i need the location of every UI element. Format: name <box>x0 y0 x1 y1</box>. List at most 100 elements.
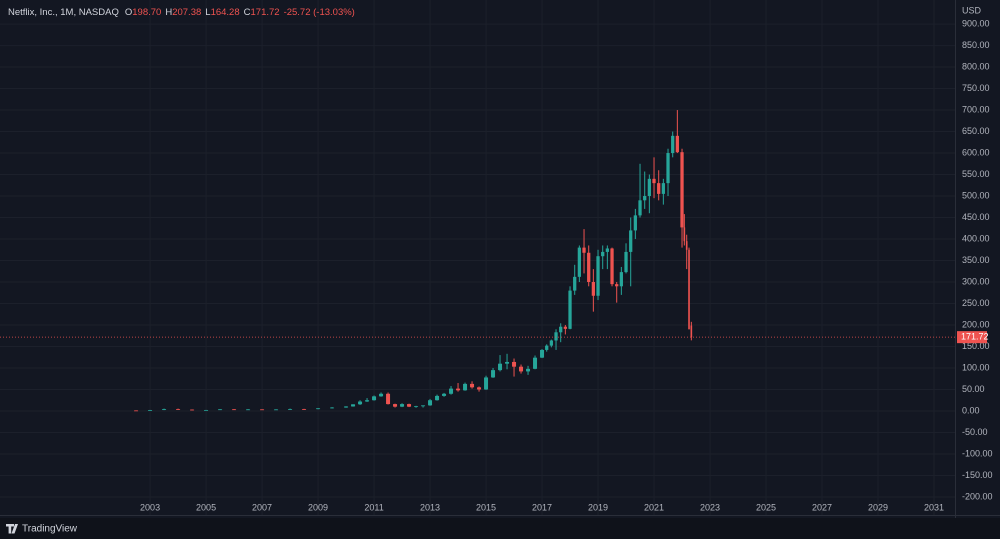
x-tick-label: 2019 <box>588 502 608 512</box>
candle-body <box>274 409 279 411</box>
y-tick-label: 450.00 <box>962 212 990 222</box>
x-tick-label: 2027 <box>812 502 832 512</box>
candle-body <box>393 404 398 407</box>
candle-body <box>619 272 623 287</box>
candle-body <box>246 409 251 411</box>
ohlc-value: 164.28 <box>211 7 240 18</box>
y-tick-label: 500.00 <box>962 190 990 200</box>
ohlc-label: O <box>125 7 132 18</box>
y-tick-label: -200.00 <box>962 491 993 501</box>
x-tick-label: 2009 <box>308 502 328 512</box>
candle-body <box>379 393 384 397</box>
x-tick-label: 2011 <box>364 502 383 512</box>
y-tick-label: 50.00 <box>962 384 985 394</box>
y-tick-label: 400.00 <box>962 233 990 243</box>
candle-body <box>449 388 454 394</box>
candle-body <box>414 406 419 408</box>
x-tick-label: 2005 <box>196 502 216 512</box>
candle-body <box>647 178 651 197</box>
x-tick-label: 2003 <box>140 502 160 512</box>
candle-body <box>554 332 558 341</box>
candle-body <box>643 196 647 201</box>
candle-body <box>232 409 237 411</box>
candle-body <box>484 377 489 390</box>
candle-body <box>596 256 600 296</box>
candle-body <box>190 409 195 411</box>
last-price-tag <box>957 331 987 344</box>
candles <box>134 110 693 412</box>
y-tick-label: 300.00 <box>962 276 990 286</box>
y-tick-label: 550.00 <box>962 169 990 179</box>
y-tick-label: -150.00 <box>962 470 993 480</box>
candle-body <box>638 200 642 216</box>
candle-body <box>400 404 405 407</box>
ohlc-value: 198.70 <box>132 7 161 18</box>
candle-body <box>386 393 391 405</box>
candle-body <box>351 404 356 407</box>
ohlc-value: 171.72 <box>251 7 280 18</box>
symbol: Netflix, Inc., 1M, NASDAQ <box>8 7 119 18</box>
candle-body <box>573 276 577 291</box>
candle-body <box>176 409 181 410</box>
candle-body <box>591 282 595 296</box>
y-tick-label: 750.00 <box>962 83 990 93</box>
candle-body <box>148 410 153 411</box>
candle-body <box>577 247 581 277</box>
candle-body <box>372 396 377 401</box>
ohlc-value: 207.38 <box>172 7 201 18</box>
brand-logo <box>6 524 18 534</box>
x-tick-label: 2031 <box>924 502 944 512</box>
candle-body <box>661 183 665 194</box>
candle-body <box>685 241 688 250</box>
y-tick-label: 600.00 <box>962 147 990 157</box>
candle-body <box>302 409 307 410</box>
candle-body <box>657 183 661 194</box>
candle-body <box>162 409 167 411</box>
axes: -200.00 -150.00 -100.00 -50.00 0.00 50.00 100.… <box>0 18 993 512</box>
x-tick-label: 2023 <box>700 502 720 512</box>
candle-body <box>463 383 468 391</box>
grid <box>0 0 955 515</box>
candle-body <box>605 248 609 252</box>
y-tick-label: 900.00 <box>962 18 990 28</box>
candle-body <box>545 345 549 350</box>
y-tick-label: 250.00 <box>962 298 990 308</box>
footer-bar <box>0 518 1000 539</box>
y-tick-label: -100.00 <box>962 448 993 458</box>
candle-body <box>540 349 545 358</box>
candle-body <box>582 247 586 253</box>
y-tick-label: -50.00 <box>962 427 988 437</box>
candle-body <box>288 409 293 410</box>
currency: USD <box>962 5 982 15</box>
y-tick-label: 100.00 <box>962 362 990 372</box>
y-tick-label: 650.00 <box>962 126 990 136</box>
candle-body <box>470 383 475 388</box>
y-tick-label: 700.00 <box>962 104 990 114</box>
x-tick-label: 2029 <box>868 502 888 512</box>
candle-body <box>421 405 426 407</box>
brand-name: TradingView <box>22 524 78 535</box>
candle-body <box>633 215 637 231</box>
candle-body <box>519 366 524 372</box>
candle-body <box>435 395 440 401</box>
y-tick-label: 200.00 <box>962 319 990 329</box>
candle-body <box>442 393 447 396</box>
candle-body <box>690 325 693 338</box>
header: Netflix, Inc., 1M, NASDAQ O198.70 H207.38 L… <box>8 7 355 18</box>
x-tick-label: 2007 <box>252 502 272 512</box>
candle-body <box>358 401 363 405</box>
candle-body <box>512 361 517 367</box>
candle-body <box>498 363 503 371</box>
candle-body <box>652 178 656 184</box>
y-tick-label: 350.00 <box>962 255 990 265</box>
candle-body <box>456 388 461 391</box>
candle-body <box>344 406 349 408</box>
candle-body <box>688 249 690 330</box>
candle-body <box>587 252 591 283</box>
ohlc-label: L <box>205 7 210 18</box>
x-tick-label: 2025 <box>756 502 776 512</box>
candle-body <box>568 290 572 329</box>
candle-body <box>675 135 679 153</box>
